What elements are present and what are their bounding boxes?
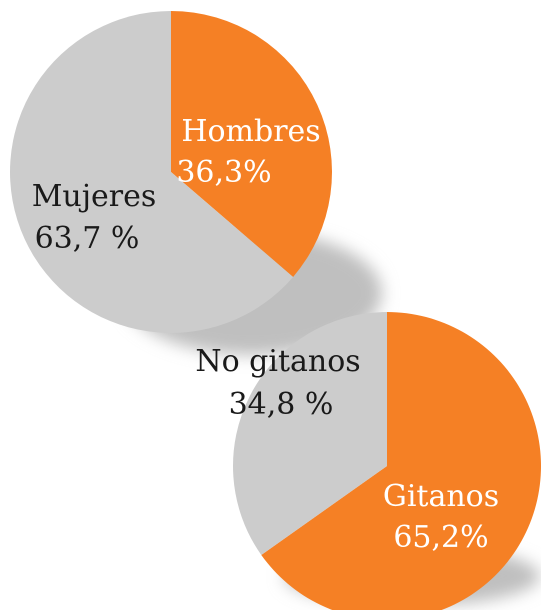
ethnicity-pie-slices — [233, 312, 541, 610]
gender-pie-chart: Hombres 36,3% Mujeres 63,7 % — [10, 11, 382, 355]
pie-slice-mujeres — [10, 11, 294, 334]
pie-slice-gitanos — [261, 312, 541, 610]
slice-value-mujeres: 63,7 % — [35, 221, 140, 256]
slice-label-mujeres: Mujeres — [32, 179, 157, 214]
slice-label-hombres: Hombres — [181, 114, 320, 149]
slice-value-gitanos: 65,2% — [393, 520, 488, 555]
slice-label-no-gitanos: No gitanos — [195, 344, 360, 379]
ethnicity-pie-chart: No gitanos 34,8 % Gitanos 65,2% — [195, 312, 541, 610]
pie-slice-no-gitanos — [233, 312, 387, 555]
slice-label-gitanos: Gitanos — [383, 479, 499, 514]
pie-slice-hombres — [171, 11, 332, 277]
slice-value-no-gitanos: 34,8 % — [229, 387, 334, 422]
slice-value-hombres: 36,3% — [176, 155, 271, 190]
gender-pie-slices — [10, 11, 332, 334]
